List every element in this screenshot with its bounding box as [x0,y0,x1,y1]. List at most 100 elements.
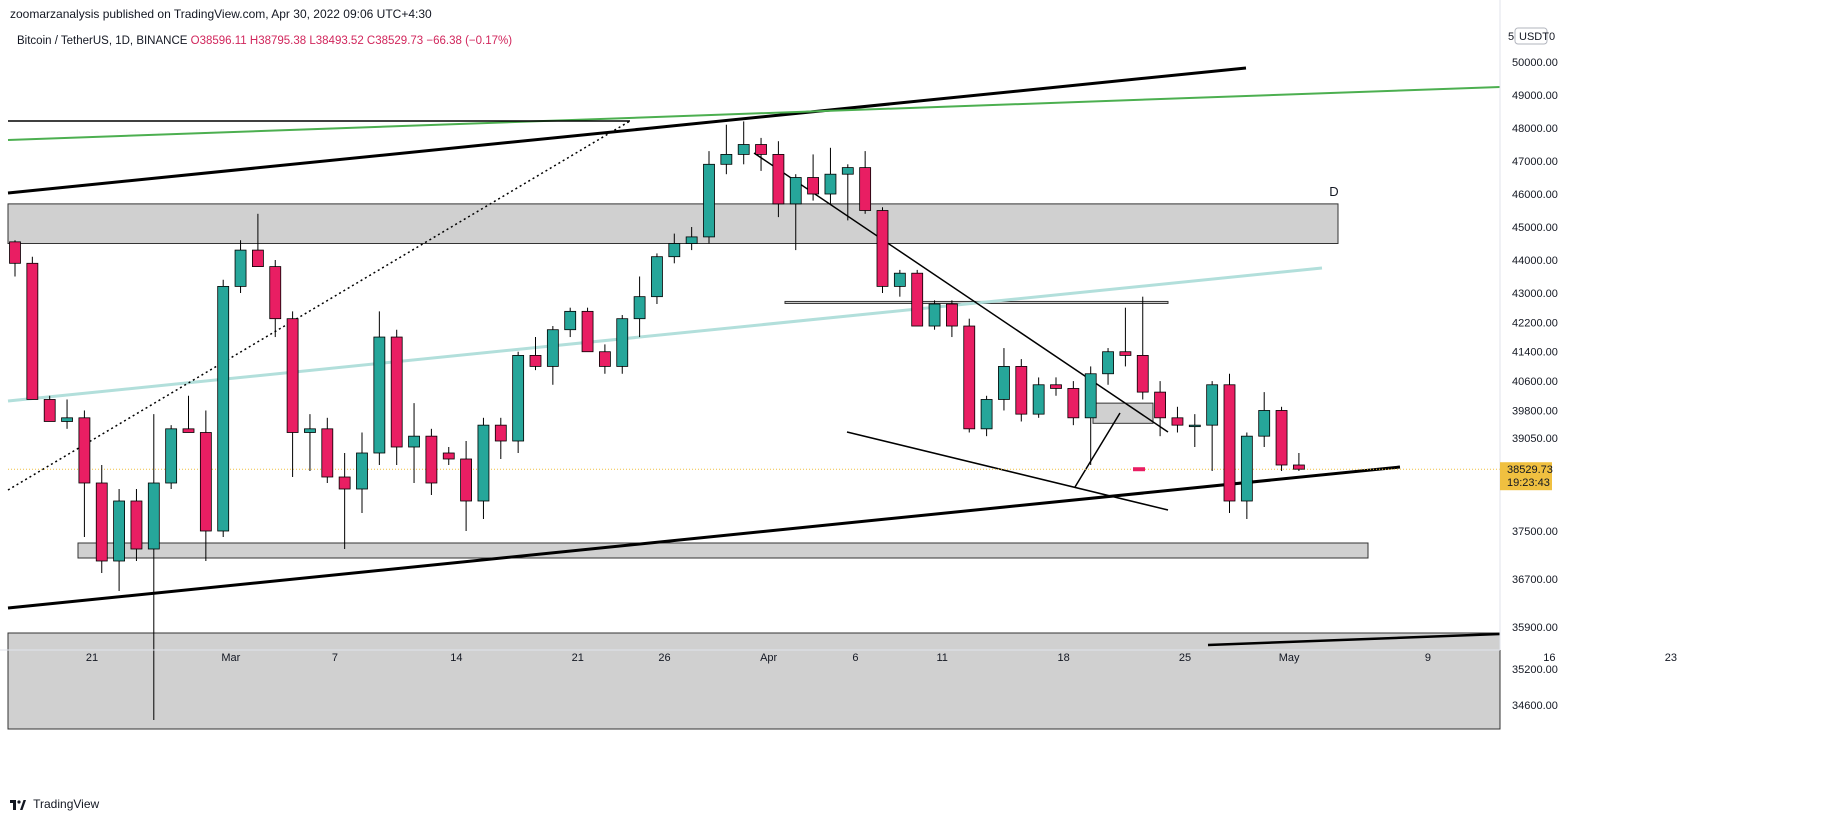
candle[interactable] [1032,377,1045,418]
time-axis: 21 Mar 7 14 21 26 Apr 6 11 18 25 May 9 16 23 [0,649,1677,664]
candle[interactable] [9,240,21,277]
zone-rect[interactable] [1092,402,1154,424]
candle[interactable] [703,151,715,244]
candle[interactable] [26,256,39,400]
candle[interactable] [1119,307,1132,367]
date-tick-label: 7 [332,652,338,664]
candle[interactable] [442,447,455,465]
candle[interactable] [408,403,420,483]
candle[interactable] [1223,373,1236,513]
candle[interactable] [165,425,178,489]
currency-badge[interactable]: USDT [1519,31,1549,43]
candle[interactable] [859,151,872,214]
candle[interactable] [1136,296,1149,400]
candle[interactable] [1050,377,1062,396]
candle[interactable] [581,307,594,353]
candle[interactable] [720,124,733,175]
candle[interactable] [633,276,646,338]
date-tick-label: 21 [86,652,98,664]
candle[interactable] [998,348,1010,411]
candle[interactable] [130,489,143,561]
price-tick-label: 45000.00 [1512,222,1558,234]
candle[interactable] [928,300,941,330]
candle[interactable] [789,174,802,251]
zone-rect[interactable] [7,203,1339,244]
candle[interactable] [269,260,282,338]
candle[interactable] [304,414,316,471]
candle[interactable] [390,329,403,465]
candle[interactable] [841,164,854,221]
candle[interactable] [43,395,56,422]
trendline[interactable] [7,465,1401,610]
price-tick-label: 37500.00 [1512,526,1558,538]
candle[interactable] [477,417,490,519]
candle[interactable] [1240,432,1253,519]
candle[interactable] [599,344,611,374]
candle[interactable] [234,240,247,293]
zone-rect[interactable] [7,632,1501,730]
candle[interactable] [755,137,767,171]
trendline[interactable] [846,431,1169,511]
candle[interactable] [373,311,386,465]
candle[interactable] [963,318,976,433]
candle[interactable] [737,121,750,165]
trendline[interactable] [753,152,1169,433]
candle[interactable] [460,441,473,531]
candle[interactable] [1067,381,1080,426]
candle[interactable] [1171,406,1184,433]
candle[interactable] [616,315,629,374]
candle[interactable] [876,207,889,293]
candle[interactable] [251,213,264,268]
trendline[interactable] [1207,632,1501,647]
candle[interactable] [1293,453,1305,471]
candle[interactable] [668,233,681,264]
candle[interactable] [1275,406,1288,471]
candle[interactable] [78,410,91,537]
candle[interactable] [356,432,368,513]
candle[interactable] [824,147,837,204]
price-tick-label: 49000.00 [1512,90,1558,102]
published-header: zoomarzanalysis published on TradingView… [10,7,432,21]
candle[interactable] [494,417,507,459]
candle[interactable] [61,399,73,429]
candle[interactable] [113,489,125,591]
candle[interactable] [529,337,542,371]
candle[interactable] [980,395,993,437]
candle[interactable] [182,395,195,433]
candle[interactable] [217,279,230,537]
zone-rect[interactable] [77,542,1369,559]
candle[interactable] [1206,381,1219,471]
candle[interactable] [807,154,819,201]
price-tick-label: 48000.00 [1512,123,1558,135]
date-tick-label: 21 [572,652,584,664]
symbol-name: Bitcoin / TetherUS, 1D, BINANCE [17,35,188,47]
candle[interactable] [1102,348,1114,385]
candle[interactable] [95,465,108,573]
candle[interactable] [1154,381,1166,437]
trendline[interactable] [7,86,1501,141]
candle[interactable] [321,417,334,483]
candle[interactable] [425,428,438,495]
candle[interactable] [512,351,525,453]
candle[interactable] [1015,359,1028,422]
candle[interactable] [1258,392,1271,447]
candle[interactable] [564,307,577,338]
candle[interactable] [911,269,924,327]
candle[interactable] [546,326,559,385]
candle[interactable] [199,410,212,561]
dotted-trendline[interactable] [7,120,631,491]
trendline[interactable] [7,66,1247,195]
candle[interactable] [286,311,299,477]
candle[interactable] [147,414,160,720]
candle[interactable] [772,141,785,218]
price-tick-label: 39050.00 [1512,433,1558,445]
candle[interactable] [685,227,698,251]
candle[interactable] [946,300,958,338]
candle[interactable] [893,269,906,297]
candle[interactable] [1188,414,1201,447]
trendline[interactable] [1074,412,1121,488]
candle[interactable] [338,453,351,549]
candle[interactable] [1084,366,1097,465]
candle[interactable] [651,253,663,305]
